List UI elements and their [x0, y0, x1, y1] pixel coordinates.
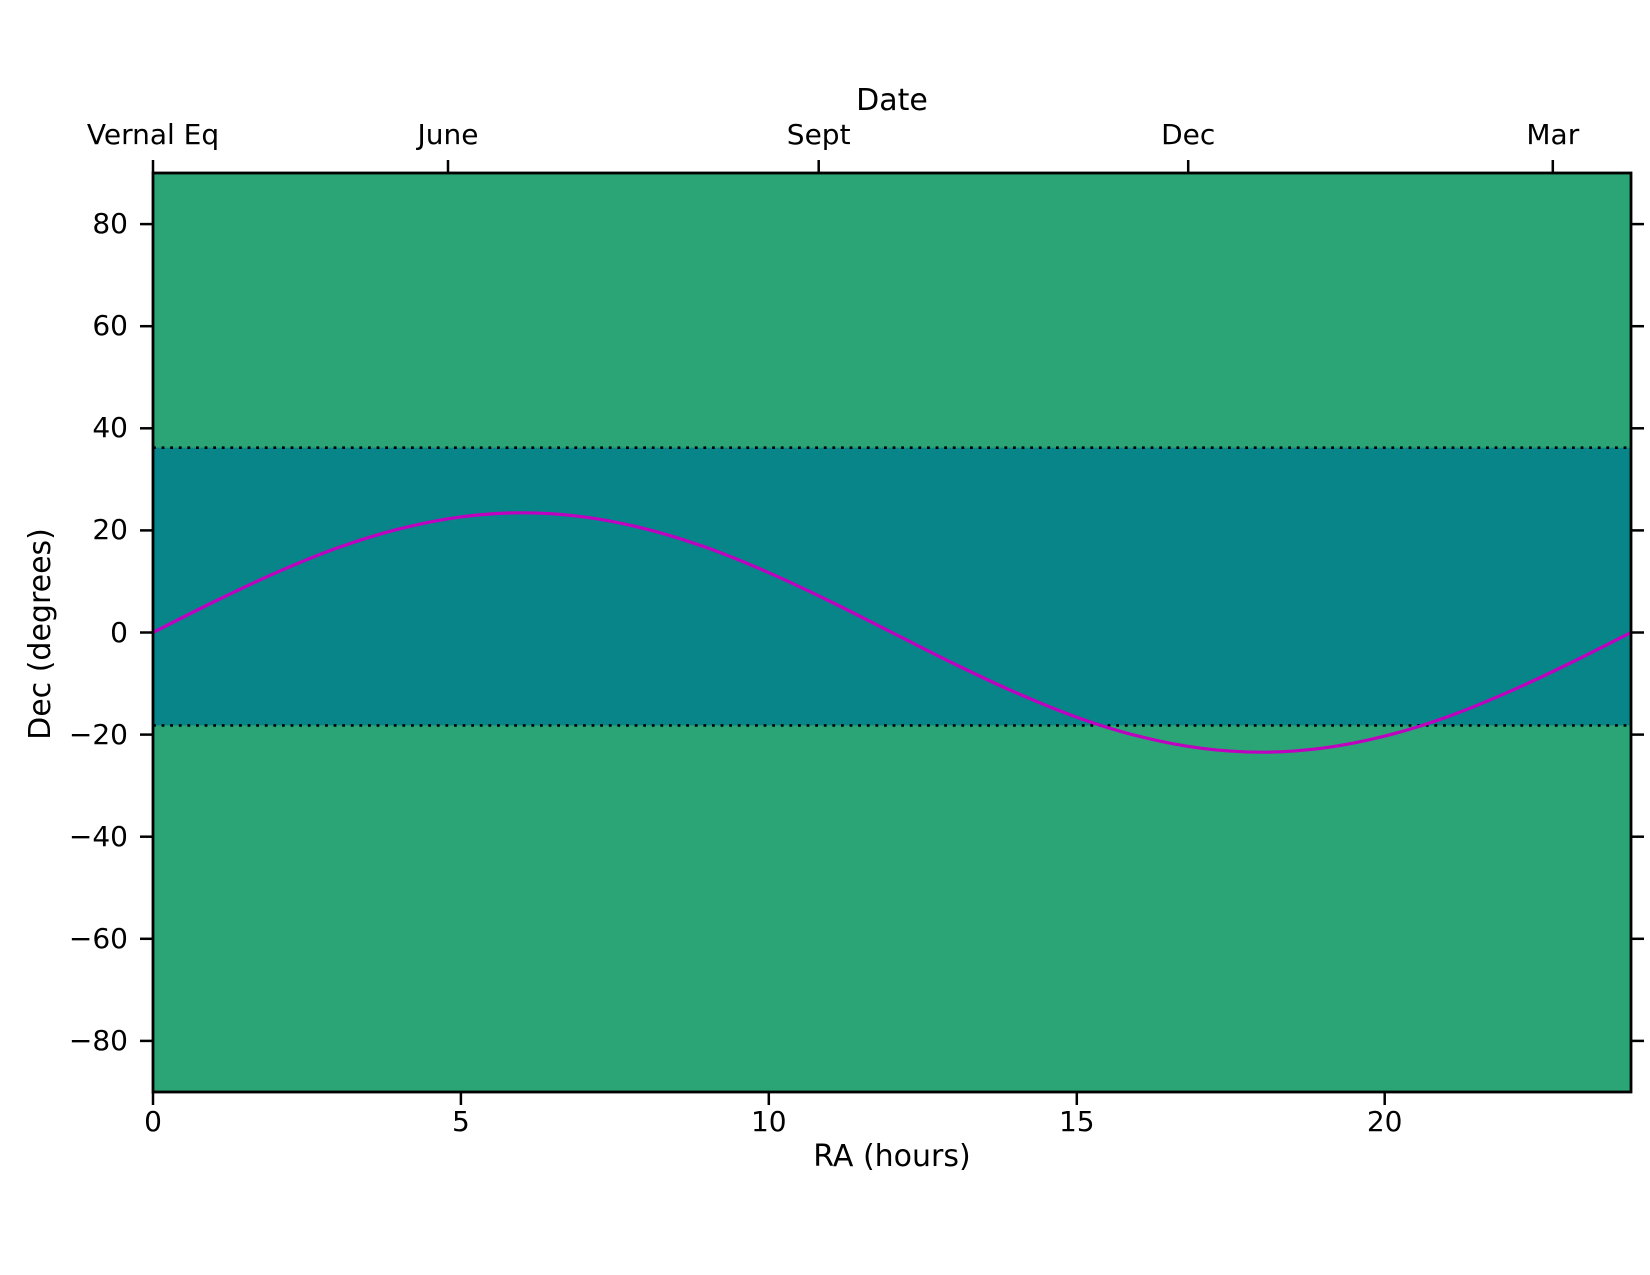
top-tick-label-dec: Dec	[1161, 118, 1216, 151]
y-tick-label-60: 60	[92, 309, 128, 343]
x-tick-label-0: 0	[144, 1105, 162, 1138]
top-tick-label-june: June	[417, 118, 479, 151]
x-axis-label: RA (hours)	[813, 1139, 971, 1174]
top-tick-label-sept: Sept	[786, 118, 851, 151]
top-tick-label-mar: Mar	[1526, 118, 1580, 151]
top-axis-title: Date	[856, 83, 928, 118]
top-tick-label-vernal-eq: Vernal Eq	[86, 118, 220, 151]
y-tick-label-40: 40	[92, 411, 128, 445]
y-tick-label-minus-60: −60	[68, 921, 128, 955]
observable-dec-band	[153, 447, 1631, 726]
y-axis-label: Dec (degrees)	[23, 528, 58, 740]
x-tick-label-5: 5	[451, 1105, 470, 1138]
x-tick-label-15: 15	[1058, 1105, 1095, 1138]
y-tick-label-0: 0	[110, 615, 128, 649]
x-tick-label-20: 20	[1366, 1105, 1403, 1138]
y-tick-label-80: 80	[92, 207, 128, 241]
y-tick-label-minus-40: −40	[68, 819, 128, 853]
y-tick-label-minus-80: −80	[68, 1023, 128, 1057]
x-tick-label-10: 10	[750, 1105, 787, 1138]
y-tick-label-minus-20: −20	[68, 717, 128, 751]
y-tick-label-20: 20	[92, 513, 128, 547]
sun-ecliptic-path-line	[151, 511, 1633, 754]
